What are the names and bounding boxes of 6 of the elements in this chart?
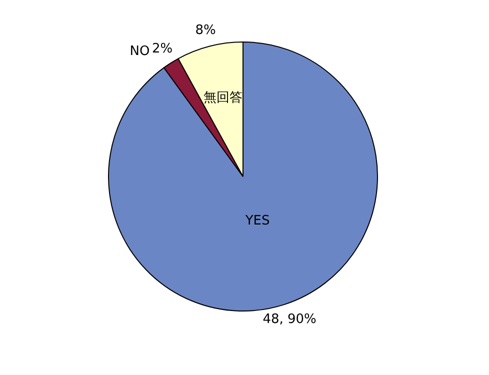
data-label: 8% — [195, 22, 216, 38]
data-label: 2% — [152, 42, 173, 57]
slice-label: 無回答 — [203, 90, 242, 106]
slice-label: YES — [244, 214, 270, 229]
data-label: 48, 90% — [262, 312, 316, 328]
slice-label: NO — [130, 44, 150, 59]
